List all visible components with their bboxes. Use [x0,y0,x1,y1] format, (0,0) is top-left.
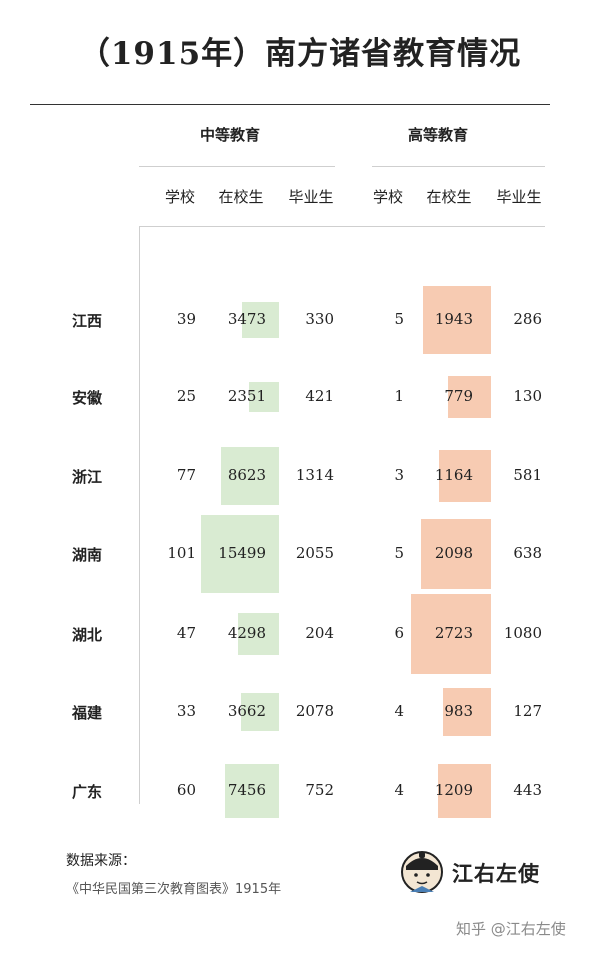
province-label: 安徽 [72,389,103,407]
hi-students-cell: 779 [444,387,473,405]
sec-students-square [220,446,279,506]
avatar-icon [401,851,443,893]
col-header-hi-schools: 学校 [372,188,403,206]
province-label: 湖北 [72,626,103,644]
hi-students-cell: 2723 [434,624,473,642]
group-rule-higher [372,166,545,167]
sec-grads-cell: 2078 [295,702,334,720]
group-header-higher: 高等教育 [407,126,468,144]
hi-grads-cell: 638 [513,544,542,562]
hi-grads-cell: 127 [513,702,542,720]
hi-students-square [420,518,491,590]
hi-students-square [438,449,491,503]
province-label: 广东 [72,783,103,801]
hi-schools-cell: 5 [394,310,404,328]
sec-schools-cell: 39 [176,310,196,328]
province-label: 湖南 [72,546,103,564]
table-header-rule [139,226,545,227]
hi-schools-cell: 3 [394,466,404,484]
sec-schools-cell: 47 [176,624,196,642]
col-header-hi-grads: 毕业生 [496,188,542,206]
sec-students-square [241,693,279,731]
table-row: 安徽 25 2351 421 1 779 130 [0,375,600,419]
col-header-sec-students: 在校生 [218,188,264,206]
hi-schools-cell: 6 [394,624,404,642]
source-label: 数据来源： [66,853,136,869]
sec-students-cell: 7456 [227,781,266,799]
group-rule-secondary [139,166,335,167]
sec-students-square [242,301,279,339]
hi-students-square [411,594,491,674]
hi-schools-cell: 1 [394,387,404,405]
hi-schools-cell: 4 [394,702,404,720]
sec-grads-cell: 2055 [295,544,334,562]
hi-grads-cell: 581 [513,466,542,484]
source-text: 《中华民国第三次教育图表》1915年 [66,882,282,897]
logo-name: 江右左使 [452,862,540,886]
sec-students-square [224,763,279,819]
table-row: 福建 33 3662 2078 4 983 127 [0,687,600,737]
watermark: 知乎 @江右左使 [456,920,566,938]
hi-students-square [442,687,491,737]
hi-students-cell: 2098 [434,544,473,562]
hi-students-cell: 983 [444,702,473,720]
sec-schools-cell: 33 [176,702,196,720]
hi-students-cell: 1209 [434,781,473,799]
sec-students-cell: 4298 [227,624,266,642]
col-header-sec-grads: 毕业生 [288,188,334,206]
sec-grads-cell: 330 [305,310,334,328]
province-label: 江西 [72,312,103,330]
province-label: 浙江 [72,468,103,486]
hi-grads-cell: 130 [513,387,542,405]
sec-grads-cell: 1314 [295,466,334,484]
hi-students-square [448,375,491,419]
hi-schools-cell: 5 [394,544,404,562]
table-row: 广东 60 7456 752 4 1209 443 [0,763,600,819]
hi-students-cell: 1164 [434,466,473,484]
sec-students-cell: 3473 [227,310,266,328]
group-header-secondary: 中等教育 [199,126,260,144]
hi-schools-cell: 4 [394,781,404,799]
page-title: （1915年）南方诸省教育情况 [78,36,522,72]
sec-grads-cell: 752 [305,781,334,799]
sec-students-cell: 2351 [227,387,266,405]
hi-grads-cell: 286 [513,310,542,328]
sec-grads-cell: 421 [305,387,334,405]
sec-students-square [248,381,279,413]
hi-grads-cell: 1080 [503,624,542,642]
table-row: 江西 39 3473 330 5 1943 286 [0,286,600,354]
table-row: 浙江 77 8623 1314 3 1164 581 [0,446,600,506]
col-header-sec-schools: 学校 [164,188,195,206]
hi-students-square [437,764,491,818]
hi-grads-cell: 443 [513,781,542,799]
table-left-rule [139,226,140,804]
sec-students-square [237,613,279,655]
sec-grads-cell: 204 [305,624,334,642]
col-header-hi-students: 在校生 [426,188,472,206]
sec-schools-cell: 60 [176,781,196,799]
sec-students-cell: 8623 [227,466,266,484]
hi-students-cell: 1943 [434,310,473,328]
table-row: 湖南 101 15499 2055 5 2098 638 [0,515,600,593]
sec-schools-cell: 25 [176,387,196,405]
sec-students-cell: 3662 [227,702,266,720]
sec-students-square [201,515,279,593]
title-divider [30,104,550,105]
province-label: 福建 [72,704,103,722]
sec-schools-cell: 77 [176,466,196,484]
sec-schools-cell: 101 [167,544,196,562]
table-row: 湖北 47 4298 204 6 2723 1080 [0,594,600,674]
hi-students-square [423,286,491,354]
sec-students-cell: 15499 [218,544,266,562]
